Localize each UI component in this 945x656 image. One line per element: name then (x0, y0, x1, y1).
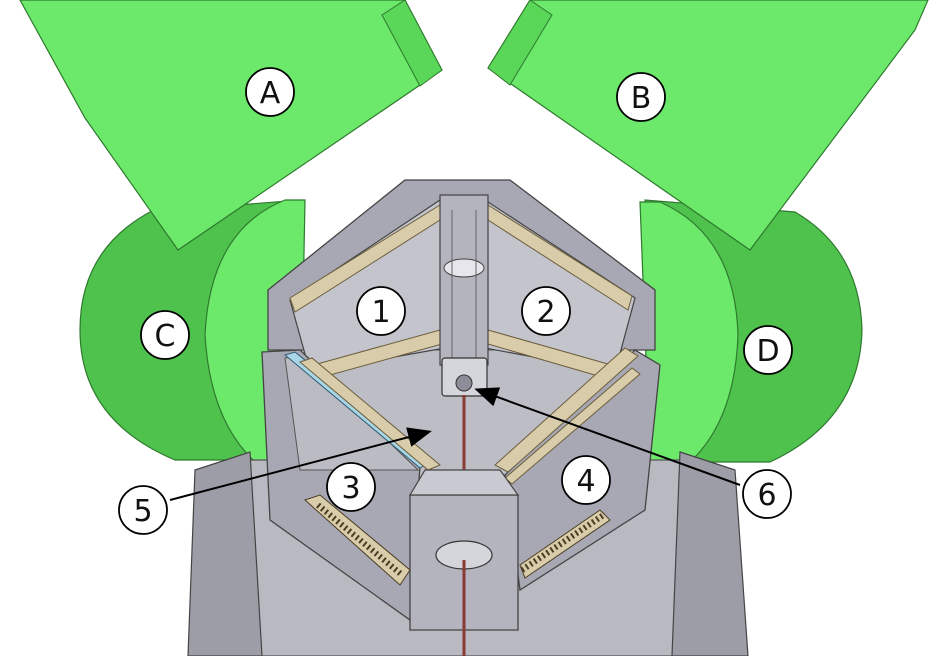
label-text: 5 (133, 494, 152, 529)
callout-5-leader (169, 427, 432, 501)
label-text: 2 (536, 295, 555, 330)
label-chamber-4: 4 (561, 455, 611, 505)
label-detector-b: B (616, 72, 666, 122)
connector-strip-right (519, 509, 611, 579)
label-detector-d: D (743, 325, 793, 375)
label-callout-5: 5 (118, 485, 168, 535)
label-chamber-3: 3 (326, 462, 376, 512)
label-chamber-1: 1 (356, 286, 406, 336)
label-text: D (756, 334, 779, 369)
label-detector-a: A (245, 67, 295, 117)
connector-strip-left (304, 494, 411, 586)
detector-cylinder-a (19, 0, 443, 251)
label-chamber-2: 2 (521, 286, 571, 336)
detector-cylinder-b (487, 0, 929, 251)
label-detector-c: C (140, 310, 190, 360)
label-text: 1 (371, 295, 390, 330)
label-callout-6: 6 (742, 469, 792, 519)
label-text: C (155, 319, 176, 354)
label-text: 6 (757, 478, 776, 513)
label-text: A (260, 76, 281, 111)
label-text: B (631, 81, 652, 116)
label-text: 3 (341, 471, 360, 506)
label-text: 4 (576, 464, 595, 499)
callout-6-leader (474, 387, 741, 486)
